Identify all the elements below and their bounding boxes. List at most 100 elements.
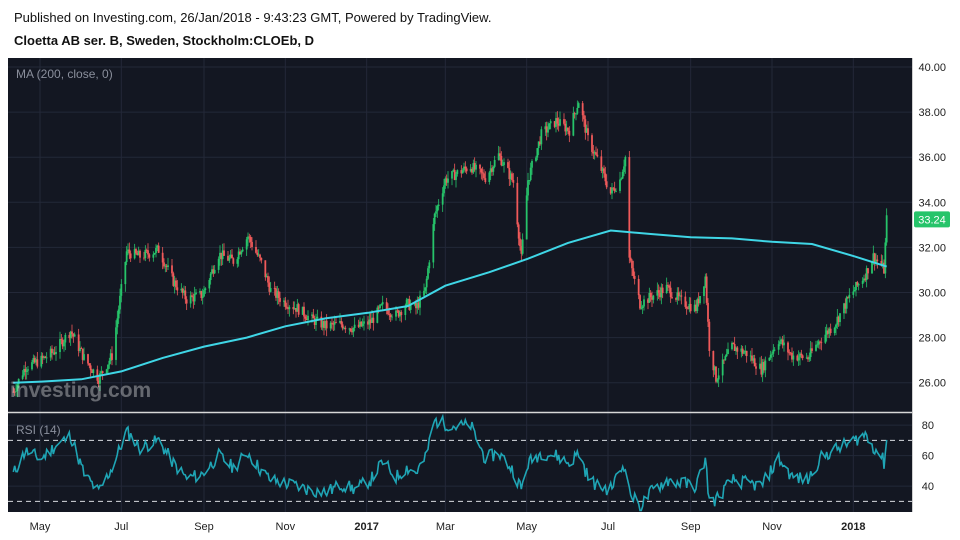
candle-body: [565, 127, 568, 132]
candle-body: [381, 302, 384, 305]
investing-watermark: investing.com: [10, 379, 151, 402]
candle-body: [881, 262, 884, 266]
candle-body: [127, 249, 129, 252]
candle-body: [175, 280, 177, 288]
rsi-tick-label: 40: [922, 481, 934, 493]
candle-body: [473, 163, 476, 170]
candle-body: [705, 276, 708, 303]
candle-body: [192, 296, 195, 302]
candle-body: [825, 330, 828, 335]
candle-body: [715, 366, 717, 382]
price-tick-label: 30.00: [918, 287, 946, 299]
candle-body: [679, 295, 681, 297]
candle-body: [659, 292, 661, 298]
candle-body: [16, 384, 19, 391]
candle-body: [620, 178, 623, 180]
candle-body: [572, 113, 575, 136]
candle-body: [195, 292, 197, 295]
candle-body: [203, 290, 205, 297]
candle-body: [136, 253, 139, 256]
candle-body: [837, 316, 840, 323]
candle-body: [557, 123, 560, 126]
candle-body: [81, 348, 84, 360]
candle-body: [787, 342, 789, 353]
candle-body: [71, 331, 73, 335]
candle-body: [369, 319, 372, 323]
candle-body: [63, 342, 65, 347]
candle-body: [423, 290, 425, 296]
candle-body: [344, 327, 347, 330]
candle-body: [315, 318, 317, 325]
candle-body: [844, 303, 847, 309]
candle-body: [36, 359, 39, 367]
candle-body: [164, 265, 167, 267]
candle-body: [380, 304, 383, 306]
candle-body: [371, 317, 373, 323]
candle-body: [483, 173, 485, 179]
candle-body: [199, 291, 201, 293]
candle-body: [641, 306, 644, 308]
candle-body: [615, 190, 617, 192]
candle-body: [396, 310, 399, 312]
candle-body: [699, 296, 701, 304]
candle-body: [387, 309, 389, 315]
candle-body: [677, 292, 680, 297]
candle-body: [820, 342, 823, 344]
candle-body: [191, 295, 193, 297]
candle-body: [284, 300, 287, 307]
candle-body: [549, 121, 552, 124]
candle-body: [853, 290, 856, 292]
candle-body: [780, 339, 783, 342]
candle-body: [652, 295, 655, 300]
candle-body: [144, 249, 147, 258]
candle-body: [773, 349, 776, 351]
candle-body: [752, 358, 755, 361]
candle-body: [276, 291, 279, 298]
candle-body: [79, 347, 81, 351]
candle-body: [723, 359, 725, 361]
candle-body: [348, 328, 351, 330]
candle-body: [675, 298, 677, 300]
candle-body: [760, 363, 763, 375]
candle-body: [293, 308, 296, 310]
candle-body: [223, 250, 225, 256]
candle-body: [323, 321, 325, 328]
candle-body: [731, 342, 733, 350]
candle-body: [799, 353, 801, 358]
candle-body: [876, 259, 879, 261]
candle-body: [880, 260, 883, 266]
candle-body: [268, 282, 271, 292]
candle-body: [405, 299, 408, 307]
candle-body: [621, 171, 624, 179]
candle-body: [119, 295, 121, 310]
candle-body: [497, 153, 500, 160]
candle-body: [696, 299, 699, 311]
candle-body: [428, 262, 431, 269]
candle-body: [320, 316, 323, 328]
candle-body: [759, 363, 761, 369]
candle-body: [796, 355, 799, 361]
candle-body: [661, 287, 664, 294]
candle-body: [351, 330, 353, 333]
candle-body: [684, 296, 687, 307]
published-caption: Published on Investing.com, 26/Jan/2018 …: [14, 10, 492, 25]
candle-body: [865, 268, 868, 281]
candle-body: [432, 224, 435, 263]
candle-body: [749, 355, 752, 357]
candle-body: [783, 342, 785, 346]
candle-body: [848, 294, 851, 298]
candle-body: [111, 353, 113, 360]
x-axis-tick-labels: May Jul Sep Nov 2017 Mar May Jul Sep Nov 2018: [30, 521, 866, 533]
candle-body: [53, 352, 56, 355]
candle-body: [517, 224, 520, 239]
candle-body: [427, 268, 429, 279]
candle-body: [101, 371, 104, 373]
price-pane-background: [8, 58, 912, 412]
candle-body: [511, 173, 513, 181]
candle-body: [771, 353, 773, 355]
candle-body: [456, 170, 459, 175]
candle-body: [491, 168, 493, 172]
rsi-tick-label: 80: [922, 420, 934, 432]
candle-body: [324, 320, 327, 328]
